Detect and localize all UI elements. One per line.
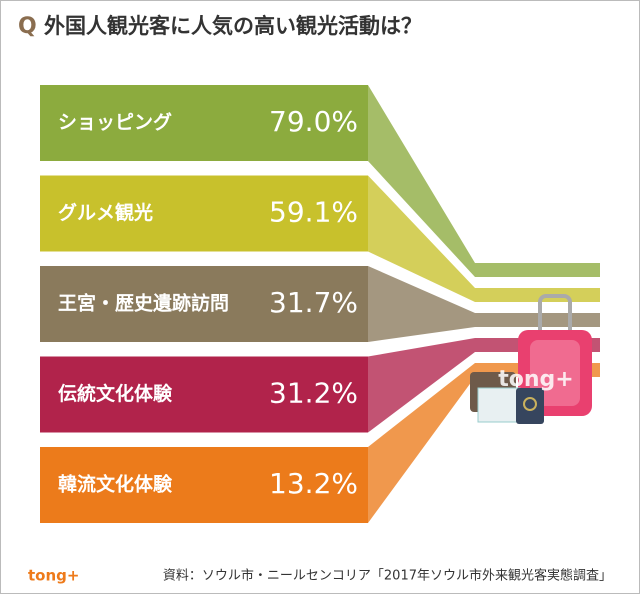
title-marker: Q bbox=[18, 14, 37, 39]
category-label: グルメ観光 bbox=[58, 201, 153, 224]
chart-title: 外国人観光客に人気の高い観光活動は？ bbox=[44, 14, 422, 38]
source: 資料：ソウル市・ニールセンコリア「2017年ソウル市外来観光客実態調査」 bbox=[163, 568, 612, 584]
funnel-strip bbox=[368, 363, 600, 523]
logo: tong+ bbox=[28, 567, 79, 585]
suitcase-illustration: tong+ bbox=[470, 294, 592, 424]
category-label: 韓流文化体験 bbox=[58, 473, 173, 496]
value-label: 59.1% bbox=[269, 196, 358, 229]
bar bbox=[40, 266, 368, 342]
bar bbox=[40, 85, 368, 161]
bar bbox=[40, 447, 368, 523]
value-label: 31.7% bbox=[269, 286, 358, 319]
funnel-strip bbox=[368, 338, 600, 433]
value-label: 13.2% bbox=[269, 467, 358, 500]
category-label: ショッピング bbox=[58, 111, 172, 134]
svg-text:tong+: tong+ bbox=[498, 367, 573, 392]
category-label: 伝統文化体験 bbox=[58, 382, 173, 405]
bar bbox=[40, 356, 368, 433]
category-label: 王宮・歴史遺跡訪問 bbox=[58, 292, 229, 315]
funnel-strip bbox=[368, 175, 600, 302]
bar bbox=[40, 175, 368, 252]
funnel-strip bbox=[368, 85, 600, 277]
value-label: 31.2% bbox=[269, 377, 358, 410]
value-label: 79.0% bbox=[269, 105, 358, 138]
